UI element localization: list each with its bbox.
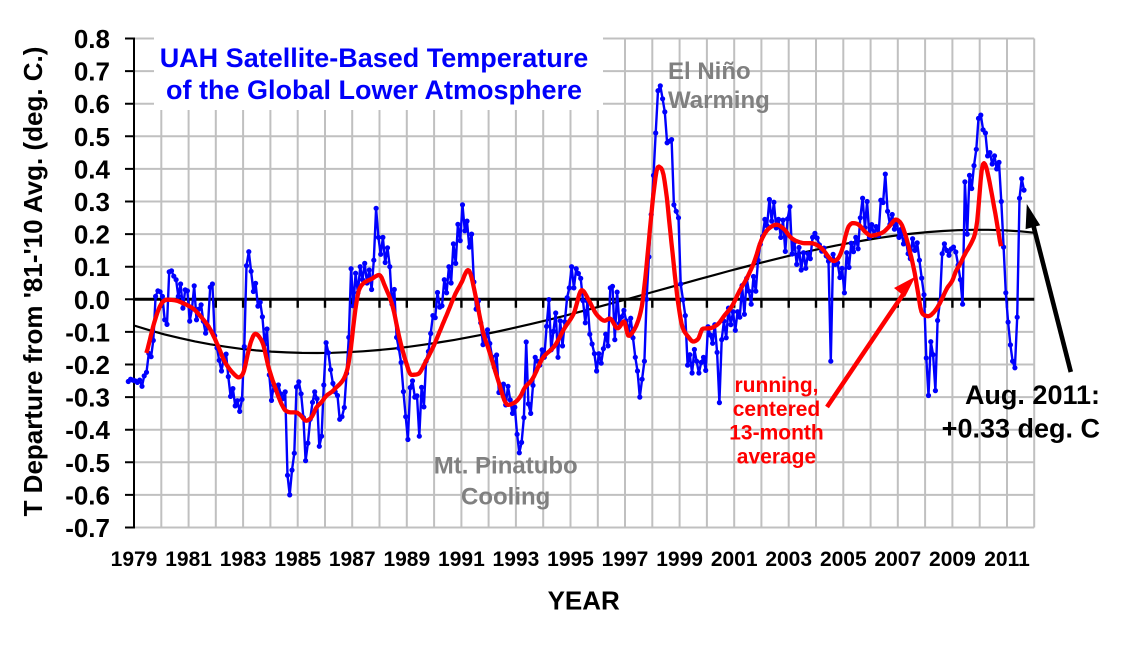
svg-text:YEAR: YEAR	[548, 586, 620, 616]
svg-text:0.0: 0.0	[74, 285, 110, 315]
svg-text:El Niño: El Niño	[668, 58, 751, 85]
svg-text:1997: 1997	[602, 548, 649, 571]
svg-text:-0.7: -0.7	[65, 513, 110, 543]
svg-text:0.8: 0.8	[74, 24, 110, 54]
svg-text:1993: 1993	[493, 548, 540, 571]
svg-text:UAH Satellite-Based Temperatur: UAH Satellite-Based Temperature	[160, 43, 589, 73]
svg-text:0.1: 0.1	[74, 252, 110, 282]
svg-text:1987: 1987	[329, 548, 376, 571]
svg-text:2011: 2011	[984, 548, 1030, 571]
svg-text:Cooling: Cooling	[461, 484, 550, 511]
svg-text:Mt. Pinatubo: Mt. Pinatubo	[434, 453, 578, 480]
svg-text:0.2: 0.2	[74, 220, 110, 250]
svg-text:2005: 2005	[820, 548, 867, 571]
svg-text:-0.5: -0.5	[65, 448, 110, 478]
svg-text:Aug. 2011:: Aug. 2011:	[965, 380, 1100, 410]
svg-text:1979: 1979	[111, 548, 158, 571]
svg-text:-0.1: -0.1	[65, 317, 110, 347]
svg-text:-0.4: -0.4	[65, 415, 110, 445]
svg-text:1991: 1991	[438, 548, 485, 571]
svg-text:1999: 1999	[656, 548, 703, 571]
svg-text:13-month: 13-month	[729, 422, 824, 445]
svg-text:average: average	[737, 445, 816, 468]
svg-text:T Departure from '81-'10 Avg.: T Departure from '81-'10 Avg. (deg. C.)	[18, 47, 48, 517]
svg-text:2001: 2001	[711, 548, 758, 571]
svg-text:-0.2: -0.2	[65, 350, 110, 380]
svg-text:0.3: 0.3	[74, 187, 110, 217]
svg-text:0.5: 0.5	[74, 122, 110, 152]
svg-text:2003: 2003	[765, 548, 812, 571]
svg-text:1981: 1981	[165, 548, 212, 571]
svg-text:1983: 1983	[220, 548, 267, 571]
svg-text:1995: 1995	[547, 548, 594, 571]
svg-text:centered: centered	[733, 398, 821, 421]
svg-text:1985: 1985	[274, 548, 321, 571]
svg-text:+0.33 deg. C: +0.33 deg. C	[942, 414, 1100, 444]
svg-text:running,: running,	[735, 374, 819, 397]
svg-text:0.7: 0.7	[74, 57, 110, 87]
svg-text:0.4: 0.4	[74, 154, 111, 184]
svg-text:0.6: 0.6	[74, 89, 110, 119]
svg-text:1989: 1989	[383, 548, 430, 571]
svg-text:2009: 2009	[929, 548, 976, 571]
svg-text:-0.6: -0.6	[65, 480, 110, 510]
svg-text:2007: 2007	[874, 548, 921, 571]
svg-text:of the Global Lower Atmosphere: of the Global Lower Atmosphere	[166, 75, 582, 105]
svg-text:-0.3: -0.3	[65, 383, 110, 413]
svg-text:Warming: Warming	[668, 87, 770, 114]
